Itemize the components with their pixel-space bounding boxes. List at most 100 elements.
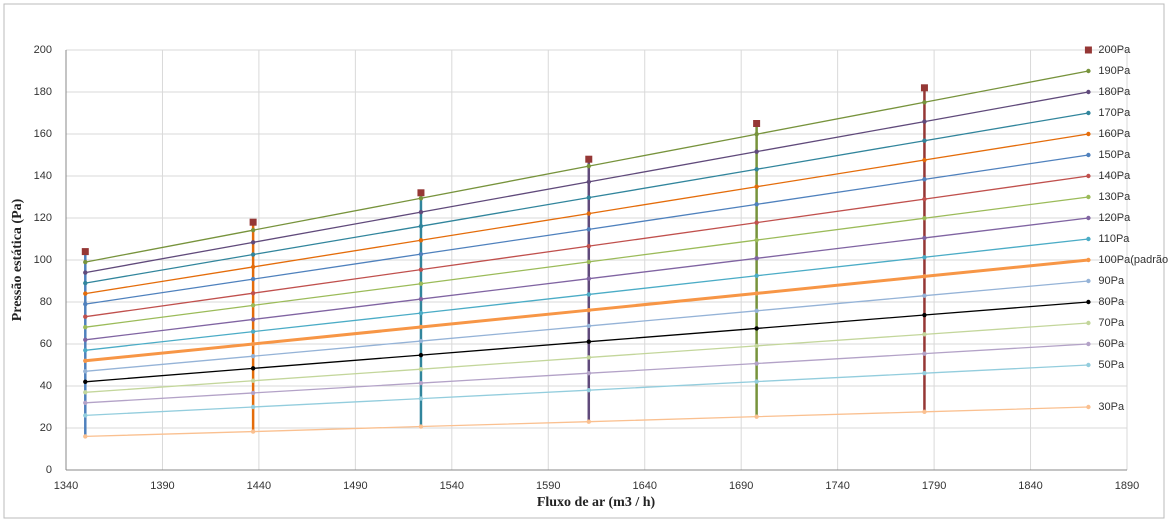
point: [922, 409, 927, 415]
point: [250, 353, 256, 359]
x-tick-label: 1390: [150, 480, 174, 492]
point: [418, 352, 424, 358]
point: [418, 396, 424, 401]
point: [754, 361, 759, 366]
point: [418, 380, 424, 386]
point: [83, 379, 88, 384]
point: [753, 120, 761, 127]
legend-label: 150Pa: [1098, 149, 1131, 161]
point: [250, 390, 256, 396]
point: [250, 303, 256, 308]
point: [1086, 194, 1091, 200]
point: [1086, 362, 1091, 368]
point: [418, 424, 424, 429]
x-tick-label: 1690: [729, 480, 753, 492]
point: [418, 238, 424, 243]
legend-label: 200Pa: [1098, 44, 1131, 56]
point: [586, 179, 591, 185]
point: [250, 341, 256, 347]
point: [83, 325, 88, 330]
point: [418, 324, 424, 330]
point: [1086, 215, 1091, 221]
point: [250, 240, 256, 245]
legend-label: 170Pa: [1098, 107, 1131, 119]
point: [418, 251, 424, 257]
point: [922, 157, 927, 163]
point: [922, 196, 927, 202]
point: [250, 378, 256, 383]
point: [418, 209, 424, 215]
point: [754, 273, 759, 278]
legend-label: 130Pa: [1098, 191, 1131, 203]
point: [586, 211, 591, 216]
y-tick-label: 100: [34, 254, 52, 266]
y-tick-label: 200: [34, 44, 52, 56]
legend-label: 70Pa: [1098, 317, 1125, 329]
point: [418, 281, 424, 286]
legend-label: 110Pa: [1098, 233, 1130, 245]
x-tick-label: 1340: [54, 480, 78, 492]
point: [1086, 341, 1091, 347]
point: [754, 343, 759, 349]
point: [586, 355, 591, 360]
point: [418, 267, 424, 272]
point: [1086, 404, 1091, 410]
point: [81, 248, 89, 256]
point: [83, 413, 88, 418]
point: [922, 216, 927, 221]
point: [754, 237, 759, 243]
y-tick-label: 40: [40, 380, 52, 392]
legend-label: 160Pa: [1098, 128, 1131, 140]
legend-label: 30Pa: [1098, 401, 1125, 413]
point: [250, 329, 256, 334]
y-tick-label: 140: [34, 170, 52, 182]
point: [1086, 68, 1091, 74]
y-tick-label: 120: [34, 212, 52, 224]
point: [920, 84, 928, 92]
legend-label: 140Pa: [1098, 170, 1131, 182]
point: [1086, 320, 1091, 326]
x-axis-label: Fluxo de ar (m3 / h): [537, 495, 656, 510]
point: [754, 256, 759, 261]
x-tick-label: 1790: [922, 480, 946, 492]
point: [249, 218, 257, 226]
point: [586, 323, 591, 329]
point: [586, 339, 591, 344]
point: [922, 255, 927, 260]
y-tick-label: 0: [46, 464, 52, 476]
point: [586, 276, 591, 281]
point: [754, 184, 759, 189]
point: [1086, 110, 1091, 116]
point: [418, 223, 424, 229]
point: [754, 149, 759, 154]
y-axis-label: Pressão estática (Pa): [10, 198, 25, 321]
legend-label: 90Pa: [1098, 275, 1125, 287]
point: [250, 366, 256, 371]
point: [754, 132, 759, 137]
point: [1086, 131, 1091, 137]
legend-label: 100Pa(padrão): [1098, 254, 1168, 266]
point: [754, 167, 759, 172]
point: [1086, 152, 1091, 158]
legend-label: 50Pa: [1098, 359, 1125, 371]
point: [586, 292, 591, 297]
point: [922, 100, 927, 105]
x-tick-label: 1840: [1018, 480, 1042, 492]
point: [1084, 46, 1092, 54]
point: [1086, 299, 1091, 305]
point: [922, 312, 927, 318]
point: [83, 400, 88, 405]
point: [922, 119, 927, 124]
point: [586, 195, 591, 200]
point: [1086, 257, 1091, 263]
point: [586, 388, 591, 393]
legend-label: 60Pa: [1098, 338, 1125, 350]
point: [250, 429, 256, 434]
chart-border: [3, 3, 1165, 519]
point: [250, 252, 256, 257]
point: [754, 291, 759, 296]
point: [250, 276, 256, 282]
point: [250, 264, 256, 270]
point: [418, 296, 424, 302]
